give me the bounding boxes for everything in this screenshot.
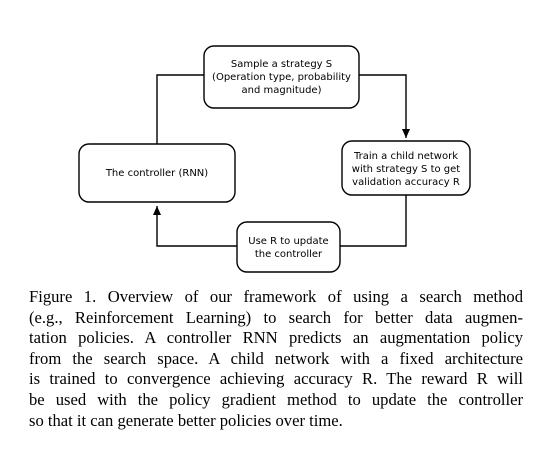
figure-caption: Figure 1. Overview of our framework of u… bbox=[29, 287, 523, 431]
caption-line-2: (e.g., Reinforcement Learning) to search… bbox=[29, 307, 523, 327]
node-train-child-line-3: validation accuracy R bbox=[352, 177, 460, 188]
node-update-controller-line-2: the controller bbox=[255, 249, 323, 260]
caption-line-1: Figure 1. Overview of our framework of u… bbox=[29, 287, 523, 306]
node-sample-strategy-line-2: (Operation type, probability bbox=[212, 72, 351, 83]
caption-line-3: tation policies. A controller RNN predic… bbox=[29, 328, 523, 348]
caption-line-4: from the search space. A child network w… bbox=[29, 348, 523, 368]
edge-sample-to-train bbox=[358, 74, 410, 138]
caption-line-5: is trained to convergence achieving accu… bbox=[29, 369, 523, 389]
edge-update-to-controller bbox=[153, 206, 237, 247]
edge-train-to-update bbox=[340, 195, 407, 247]
node-train-child-line-2: with strategy S to get bbox=[352, 164, 461, 175]
framework-diagram: Sample a strategy S (Operation type, pro… bbox=[78, 45, 471, 273]
node-train-child: Train a child network with strategy S to… bbox=[341, 140, 471, 196]
node-sample-strategy: Sample a strategy S (Operation type, pro… bbox=[203, 45, 360, 109]
node-sample-strategy-line-3: and magnitude) bbox=[242, 85, 322, 96]
node-train-child-line-1: Train a child network bbox=[353, 151, 458, 162]
caption-line-7: so that it can generate better policies … bbox=[29, 410, 343, 430]
caption-line-6: be used with the policy gradient method … bbox=[29, 389, 523, 409]
node-controller: The controller (RNN) bbox=[78, 143, 236, 203]
node-controller-line-1: The controller (RNN) bbox=[105, 168, 208, 179]
node-update-controller-line-1: Use R to update bbox=[248, 236, 328, 247]
node-sample-strategy-line-1: Sample a strategy S bbox=[231, 59, 332, 70]
node-update-controller: Use R to update the controller bbox=[236, 221, 341, 273]
edge-controller-to-sample bbox=[156, 74, 205, 144]
